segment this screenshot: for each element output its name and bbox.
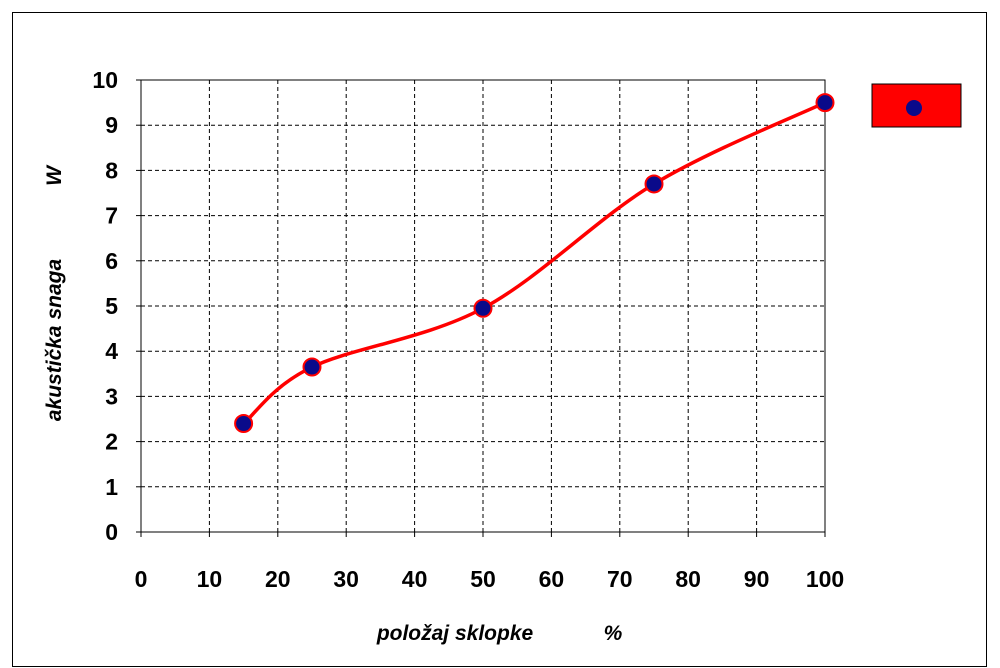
legend-marker bbox=[906, 100, 922, 116]
series-markers bbox=[234, 93, 835, 434]
y-tick-label: 9 bbox=[105, 112, 118, 138]
y-tick-label: 0 bbox=[105, 519, 118, 545]
x-tick-label: 60 bbox=[539, 566, 565, 592]
x-tick-label: 20 bbox=[265, 566, 291, 592]
y-tick-label: 8 bbox=[105, 157, 118, 183]
x-tick-label: 70 bbox=[607, 566, 633, 592]
series-line bbox=[242, 101, 826, 425]
x-tick-label: 100 bbox=[806, 566, 844, 592]
data-point bbox=[815, 93, 835, 113]
y-tick-label: 3 bbox=[105, 383, 118, 409]
x-tick-label: 50 bbox=[470, 566, 496, 592]
x-tick-label: 10 bbox=[197, 566, 223, 592]
x-tick-labels: 0 10 20 30 40 50 60 70 80 90 100 bbox=[135, 532, 844, 592]
y-tick-label: 5 bbox=[105, 293, 118, 319]
x-tick-label: 90 bbox=[744, 566, 770, 592]
y-tick-label: 2 bbox=[105, 429, 118, 455]
y-tick-label: 6 bbox=[105, 248, 118, 274]
legend bbox=[871, 83, 962, 128]
y-tick-label: 1 bbox=[105, 474, 118, 500]
x-tick-label: 80 bbox=[675, 566, 701, 592]
x-axis-unit: % bbox=[604, 622, 623, 645]
data-point bbox=[302, 357, 322, 377]
y-axis-unit: W bbox=[43, 164, 66, 186]
x-tick-label: 40 bbox=[402, 566, 428, 592]
x-tick-label: 30 bbox=[333, 566, 359, 592]
y-tick-label: 10 bbox=[92, 67, 118, 93]
x-axis-title: položaj sklopke bbox=[376, 622, 534, 645]
y-tick-labels: 0 1 2 3 4 5 6 7 8 9 10 bbox=[92, 67, 141, 545]
data-point bbox=[234, 414, 254, 434]
data-point bbox=[644, 174, 664, 194]
x-tick-label: 0 bbox=[135, 566, 148, 592]
y-axis-title: akustička snaga bbox=[43, 259, 66, 422]
data-point bbox=[473, 298, 493, 318]
y-tick-label: 7 bbox=[105, 203, 118, 229]
y-tick-label: 4 bbox=[105, 338, 118, 364]
